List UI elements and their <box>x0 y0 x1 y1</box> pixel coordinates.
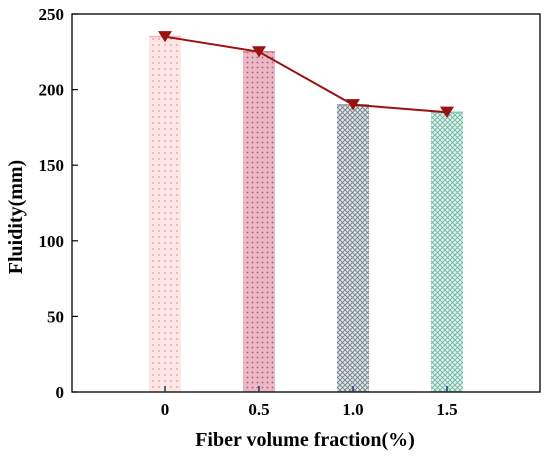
y-axis-title: Fluidity(mm) <box>5 160 27 274</box>
x-tick-label: 0.5 <box>248 400 269 419</box>
data-marker <box>252 46 266 58</box>
bar-0 <box>149 36 181 393</box>
data-marker <box>346 99 360 111</box>
bar-0.5 <box>243 51 275 393</box>
bar-1.5 <box>431 112 463 392</box>
x-axis-title: Fiber volume fraction(%) <box>195 429 415 451</box>
y-tick-label: 150 <box>39 156 65 175</box>
y-tick-label: 0 <box>56 383 65 402</box>
y-tick-label: 100 <box>39 232 65 251</box>
data-marker <box>158 31 172 43</box>
fluidity-series-line <box>164 35 448 114</box>
x-tick-label: 0 <box>161 400 170 419</box>
x-tick-label: 1.5 <box>436 400 457 419</box>
data-marker <box>440 106 454 118</box>
bar-1.0 <box>337 104 369 392</box>
y-tick-label: 200 <box>39 81 65 100</box>
y-tick-label: 250 <box>39 5 65 24</box>
x-tick-label: 1.0 <box>342 400 363 419</box>
y-tick-label: 50 <box>47 307 64 326</box>
plot-frame <box>71 13 541 393</box>
